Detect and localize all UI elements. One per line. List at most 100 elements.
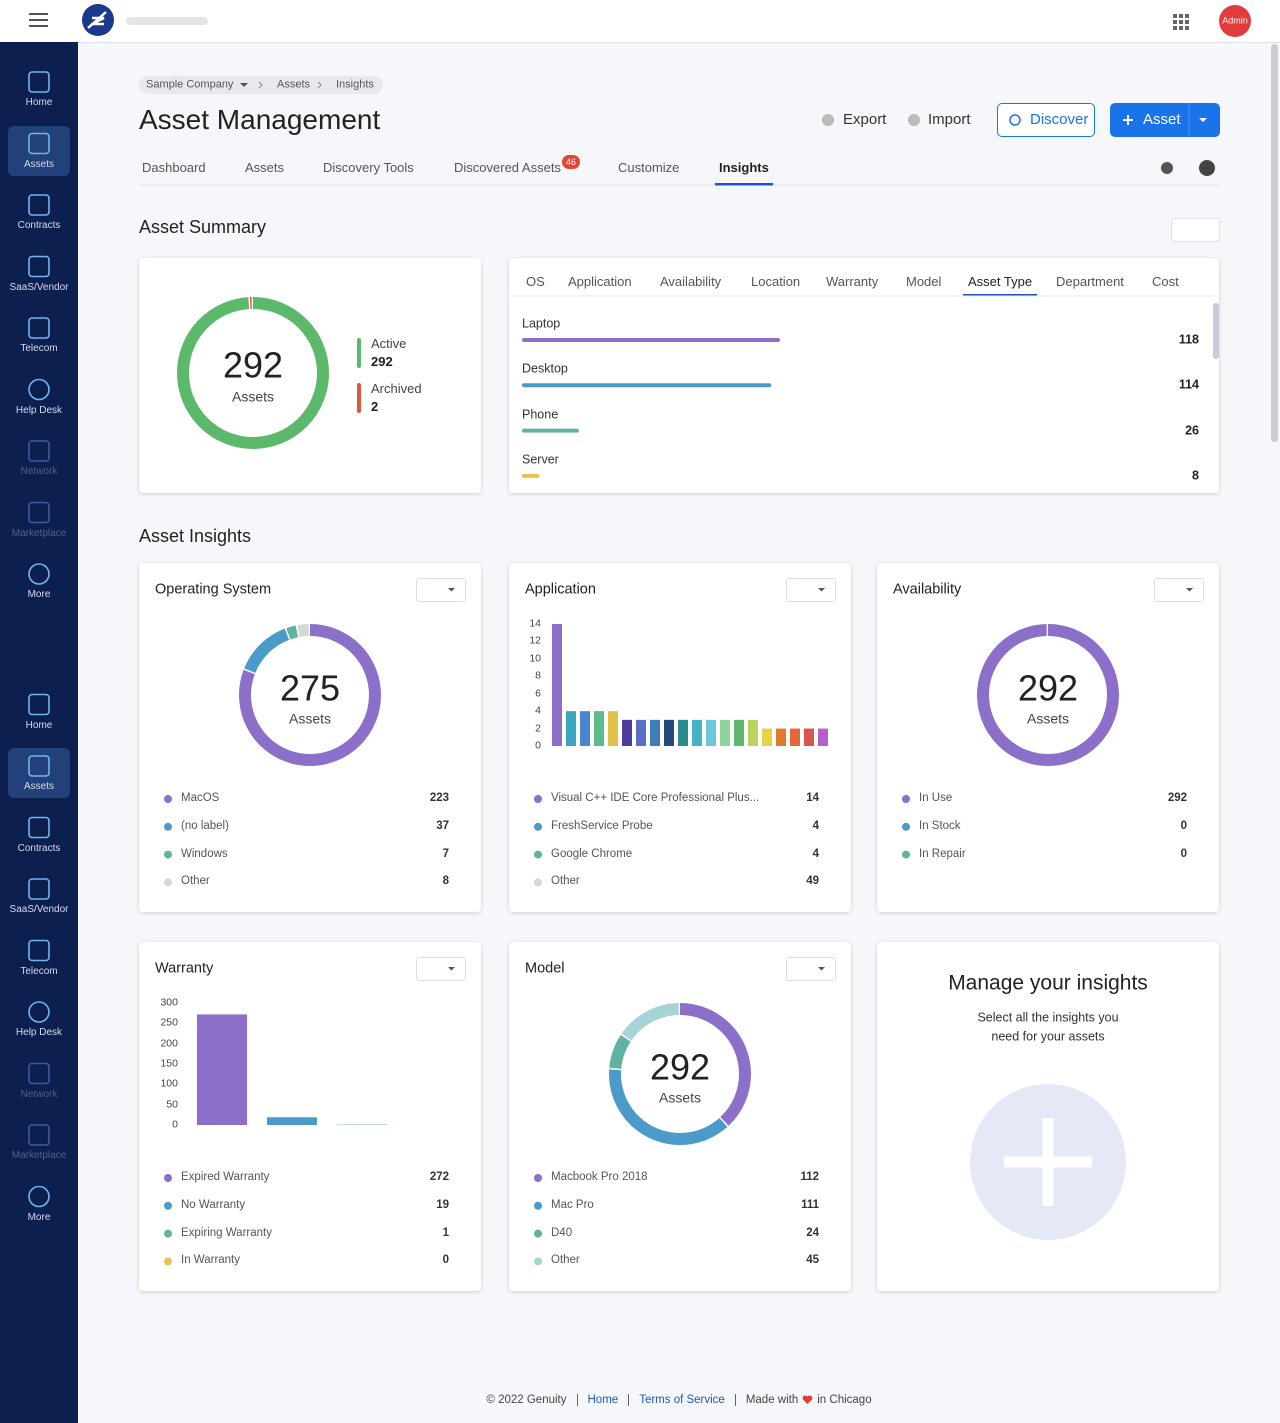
separator [734, 1394, 736, 1406]
chart-type-dropdown[interactable] [786, 578, 836, 602]
nav-tab[interactable]: Customize [618, 160, 680, 176]
legend-dot [164, 1201, 172, 1210]
footer-text[interactable]: Home [587, 1394, 619, 1406]
footer-text: in Chicago [817, 1394, 872, 1406]
card [139, 563, 481, 912]
discover-button[interactable] [997, 103, 1095, 137]
breadcrumb-item[interactable]: Sample Company [146, 78, 234, 91]
nav-tab[interactable]: Discovered Assets [454, 160, 561, 176]
chart-type-dropdown[interactable] [416, 578, 466, 602]
bar [818, 728, 828, 746]
chart-type-dropdown[interactable] [416, 957, 466, 981]
legend-value: 45 [806, 1254, 819, 1267]
logo-mark [87, 11, 107, 29]
badge-count: 46 [566, 157, 577, 167]
legend-value: 1 [442, 1226, 449, 1239]
summary-tab[interactable]: Availability [660, 274, 722, 290]
nav-label[interactable]: Network [20, 1088, 58, 1100]
legend-value: 4 [812, 819, 819, 832]
legend-dot [164, 878, 172, 887]
nav-icon [28, 255, 50, 278]
avatar-label[interactable]: Admin [1222, 15, 1248, 26]
legend-dot [534, 1257, 542, 1266]
page-title: Asset Management [139, 104, 381, 136]
nav-label[interactable]: Contracts [17, 842, 61, 854]
donut-label: Assets [1026, 710, 1070, 727]
export-button[interactable]: Export [843, 111, 887, 128]
nav-label[interactable]: More [27, 1211, 51, 1223]
nav-label[interactable]: Network [20, 466, 58, 477]
summary-tab[interactable]: Cost [1152, 274, 1179, 290]
card [509, 942, 851, 1291]
avatar [1219, 5, 1251, 37]
footer-text: © 2022 Genuity [486, 1394, 567, 1406]
legend-dot [534, 1201, 542, 1210]
legend-dot [534, 850, 542, 859]
legend-dot [534, 1229, 542, 1238]
legend-dot [534, 795, 542, 803]
nav-label[interactable]: Marketplace [11, 527, 67, 539]
nav-tab[interactable]: Assets [245, 160, 285, 176]
summary-tab[interactable]: Asset Type [968, 274, 1033, 290]
breadcrumb-item[interactable]: Insights [336, 78, 374, 91]
nav-label[interactable]: Home [25, 97, 53, 108]
card-title: Application [525, 581, 596, 598]
discover-label[interactable]: Discover [1030, 111, 1089, 128]
summary-tab[interactable]: OS [526, 274, 545, 290]
nav-icon [28, 755, 50, 777]
y-tick-label: 150 [160, 1057, 178, 1070]
nav-label[interactable]: Help Desk [15, 404, 63, 416]
summary-tab[interactable]: Model [906, 274, 942, 290]
chart-type-dropdown[interactable] [1154, 578, 1204, 602]
legend-dot [164, 795, 172, 803]
manage-text: need for your assets [991, 1029, 1105, 1044]
bar-value: 118 [1178, 332, 1199, 347]
legend-label: Windows [181, 847, 228, 860]
nav-icon [28, 1124, 50, 1146]
legend-label: Macbook Pro 2018 [551, 1171, 648, 1184]
y-tick-label: 6 [535, 687, 541, 700]
bar-value: 26 [1185, 423, 1199, 438]
nav-label[interactable]: Marketplace [11, 1150, 67, 1161]
footer-text[interactable]: Terms of Service [639, 1394, 725, 1406]
legend-bar [357, 383, 361, 413]
nav-label[interactable]: Telecom [20, 965, 58, 977]
legend-value: 24 [806, 1226, 819, 1239]
legend-label: Other [551, 875, 580, 888]
nav-label[interactable]: Assets [23, 158, 55, 170]
nav-label[interactable]: SaaS/Vendor [9, 904, 69, 915]
nav-label[interactable]: SaaS/Vendor [9, 281, 69, 293]
nav-tab[interactable]: Insights [719, 160, 769, 176]
nav-label[interactable]: More [27, 589, 51, 600]
export-icon [822, 114, 834, 126]
apps-icon [1173, 14, 1177, 18]
nav-label[interactable]: Assets [23, 781, 55, 792]
legend-label: MacOS [181, 792, 220, 805]
y-tick-label: 4 [535, 704, 541, 717]
legend-value: 112 [800, 1171, 819, 1184]
legend-dot [164, 1257, 172, 1266]
active-tab-underline [963, 294, 1037, 296]
breadcrumb-item[interactable]: Assets [277, 78, 311, 91]
nav-tab[interactable]: Dashboard [142, 160, 206, 176]
apps-icon [1185, 14, 1189, 18]
import-button[interactable]: Import [928, 111, 971, 128]
bar [267, 1117, 317, 1125]
chart-type-dropdown[interactable] [786, 957, 836, 981]
nav-label[interactable]: Telecom [20, 343, 58, 354]
view-dropdown[interactable] [1171, 218, 1220, 242]
nav-label[interactable]: Help Desk [15, 1027, 63, 1038]
asset-label[interactable]: Asset [1143, 111, 1181, 128]
summary-tab[interactable]: Warranty [826, 274, 879, 290]
legend-value: 37 [436, 819, 449, 832]
nav-tab[interactable]: Discovery Tools [323, 160, 414, 176]
legend-label: FreshService Probe [551, 819, 653, 832]
legend-bar [357, 338, 361, 368]
summary-tab[interactable]: Department [1056, 274, 1124, 290]
nav-label[interactable]: Home [25, 719, 53, 731]
summary-tab[interactable]: Location [751, 274, 801, 290]
summary-tab[interactable]: Application [568, 274, 632, 290]
card [139, 942, 481, 1291]
nav-label[interactable]: Contracts [17, 220, 61, 231]
